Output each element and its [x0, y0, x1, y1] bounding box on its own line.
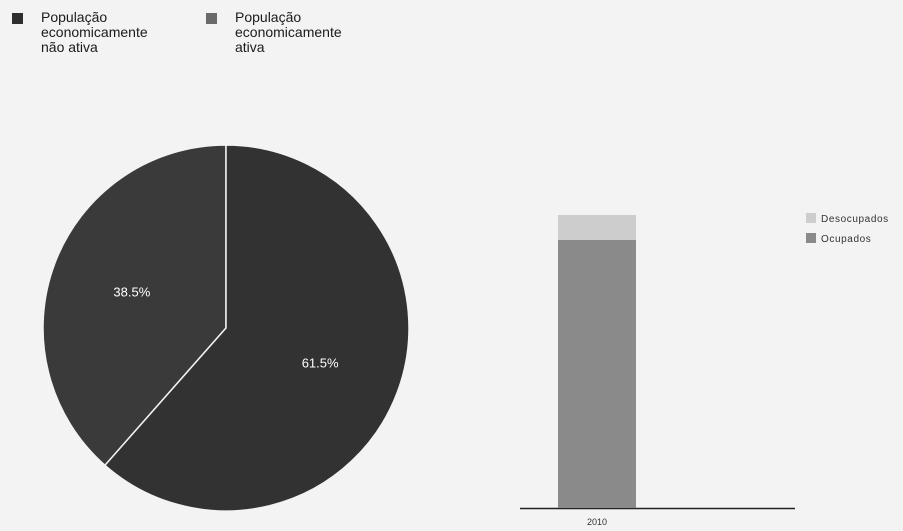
- bar-legend-label: Ocupados: [821, 234, 871, 245]
- legend-swatch-nao-ativa: [12, 13, 23, 24]
- legend-label-line: economicamente: [41, 24, 148, 40]
- pie-legend-item-nao-ativa: População economicamente não ativa: [12, 10, 191, 55]
- legend-label-nao-ativa: População economicamente não ativa: [41, 10, 191, 55]
- legend-label-ativa: População economicamente ativa: [235, 10, 385, 55]
- bar-segment-desocupados: [558, 215, 636, 240]
- bar-segment-ocupados: [558, 239, 636, 508]
- legend-label-line: População: [235, 9, 302, 25]
- x-tick-label: 2010: [587, 517, 607, 527]
- pie-slice: [103, 144, 410, 512]
- pie-slice-label: 38.5%: [113, 284, 150, 299]
- bar-legend-label: Desocupados: [821, 214, 889, 225]
- legend-label-line: População: [41, 9, 108, 25]
- legend-label-line: ativa: [235, 39, 265, 55]
- legend-label-line: economicamente: [235, 24, 342, 40]
- bar-legend-swatch: [806, 233, 816, 243]
- pie-slice: [42, 144, 227, 467]
- pie-slice-label: 61.5%: [302, 356, 339, 371]
- bar-legend-swatch: [806, 213, 816, 223]
- legend-label-line: não ativa: [41, 39, 98, 55]
- legend-swatch-ativa: [206, 13, 217, 24]
- pie-legend-item-ativa: População economicamente ativa: [206, 10, 385, 55]
